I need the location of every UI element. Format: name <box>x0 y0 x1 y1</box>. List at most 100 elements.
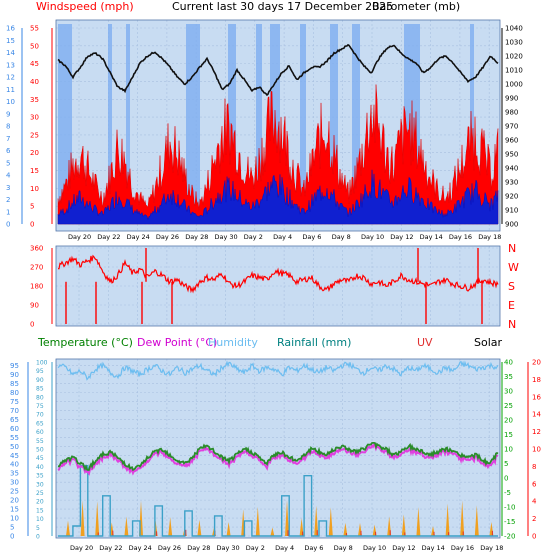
x-tick-label-temp: Day 6 <box>304 544 323 552</box>
beaufort-tick-label: 13 <box>6 61 15 69</box>
temp-tick-label: 20 <box>504 417 513 425</box>
x-tick-label-temp: Day 28 <box>187 544 210 552</box>
wind-band <box>228 24 236 224</box>
temp-tick-label: -20 <box>504 533 515 541</box>
x-tick-label-temp: Day 12 <box>392 544 415 552</box>
uv-tick-label: 2 <box>532 515 536 523</box>
rain-tick-label: 70 <box>36 412 44 419</box>
axes: 0123456789101112131415160510152025303540… <box>6 19 541 552</box>
beaufort-tick-label: 2 <box>6 196 10 204</box>
solar-spike <box>197 519 202 536</box>
temp-tick-label: 35 <box>504 373 513 381</box>
barometer-tick-label: 920 <box>505 193 518 201</box>
humidity-tick-label: 35 <box>10 470 19 478</box>
legend-rainfall: Rainfall (mm) <box>277 336 351 349</box>
solar-spike <box>474 505 479 536</box>
rain-tick-label: 90 <box>36 377 44 384</box>
rain-tick-label: 25 <box>36 490 44 497</box>
temp-tick-label: -10 <box>504 504 515 512</box>
compass-label: N <box>508 318 516 331</box>
uv-tick-label: 20 <box>532 359 541 367</box>
barometer-tick-label: 990 <box>505 95 518 103</box>
solar-spike <box>124 516 129 536</box>
panel-wind-frame <box>55 19 501 232</box>
barometer-tick-label: 930 <box>505 179 518 187</box>
direction-tick-label: 360 <box>30 245 43 253</box>
x-tick-label-temp: Day 16 <box>451 544 474 552</box>
x-tick-label-wind: Day 12 <box>390 233 413 241</box>
x-tick-label-wind: Day 20 <box>68 233 91 241</box>
rain-tick-label: 10 <box>36 516 44 523</box>
wind-plot <box>56 20 500 231</box>
humidity-tick-label: 90 <box>10 371 19 379</box>
beaufort-tick-label: 10 <box>6 98 15 106</box>
direction-tick-label: 90 <box>30 302 39 310</box>
uv-tick-label: 10 <box>532 446 541 454</box>
humidity-tick-label: 75 <box>10 398 19 406</box>
beaufort-tick-label: 12 <box>6 74 15 82</box>
rain-tick-label: 45 <box>36 455 44 462</box>
solar-spike <box>285 500 289 536</box>
humidity-tick-label: 50 <box>10 443 19 451</box>
beaufort-tick-label: 0 <box>6 221 10 229</box>
x-tick-label-wind: Day 18 <box>478 233 501 241</box>
x-tick-label-wind: Day 2 <box>244 233 263 241</box>
humidity-tick-label: 85 <box>10 380 19 388</box>
barometer-tick-label: 980 <box>505 109 518 117</box>
barometer-tick-label: 950 <box>505 151 518 159</box>
beaufort-tick-label: 15 <box>6 37 15 45</box>
x-tick-label-wind: Day 24 <box>127 233 150 241</box>
windspeed-tick-label: 0 <box>30 221 34 229</box>
legend-solar: Solar <box>474 336 503 349</box>
windspeed-tick-label: 45 <box>30 60 39 68</box>
x-tick-label-temp: Day 22 <box>99 544 122 552</box>
windspeed-tick-label: 25 <box>30 131 39 139</box>
windspeed-tick-label: 15 <box>30 167 39 175</box>
x-tick-label-temp: Day 8 <box>334 544 353 552</box>
windspeed-title: Windspeed (mph) <box>36 0 134 13</box>
barometer-tick-label: 900 <box>505 221 518 229</box>
beaufort-tick-label: 1 <box>6 208 10 216</box>
legend-dewpoint: Dew Point (°C) <box>137 336 217 349</box>
panel-direction-frame <box>55 245 501 327</box>
rain-tick-label: 75 <box>36 403 44 410</box>
compass-label: E <box>508 299 515 312</box>
x-tick-label-temp: Day 18 <box>480 544 503 552</box>
x-tick-label-wind: Day 6 <box>302 233 321 241</box>
direction-plot <box>56 246 500 326</box>
wind-band <box>186 24 200 224</box>
humidity-tick-label: 30 <box>10 479 19 487</box>
solar-spike <box>66 520 70 536</box>
beaufort-tick-label: 8 <box>6 123 10 131</box>
beaufort-tick-label: 5 <box>6 159 10 167</box>
rain-tick-label: 40 <box>36 464 44 471</box>
panel-temp-bg <box>56 359 500 538</box>
beaufort-tick-label: 7 <box>6 135 10 143</box>
compass-label: W <box>508 261 519 274</box>
uv-tick-label: 6 <box>532 480 537 488</box>
uv-tick-label: 18 <box>532 376 541 384</box>
humidity-tick-label: 95 <box>10 362 19 370</box>
solar-spike <box>270 527 275 536</box>
legend-uv: UV <box>417 336 433 349</box>
wind-band <box>330 24 338 224</box>
rain-tick-label: 5 <box>36 525 40 532</box>
barometer-tick-label: 910 <box>505 207 518 215</box>
x-tick-label-temp: Day 2 <box>246 544 265 552</box>
barometer-title: Barometer (mb) <box>372 0 460 13</box>
solar-spike <box>343 522 348 536</box>
windspeed-tick-label: 10 <box>30 185 39 193</box>
solar-spike <box>460 500 465 536</box>
x-tick-label-temp: Day 24 <box>129 544 152 552</box>
rain-tick-label: 20 <box>36 499 44 506</box>
solar-spike <box>416 506 421 536</box>
wind-band <box>470 24 474 224</box>
compass-label: N <box>508 242 516 255</box>
solar-spike <box>328 507 333 536</box>
wind-avg-series <box>57 169 499 225</box>
x-tick-label-temp: Day 10 <box>363 544 386 552</box>
windspeed-tick-label: 55 <box>30 25 39 33</box>
humidity-tick-label: 15 <box>10 506 19 514</box>
wind-band <box>126 24 130 224</box>
rain-tick-label: 15 <box>36 507 44 514</box>
